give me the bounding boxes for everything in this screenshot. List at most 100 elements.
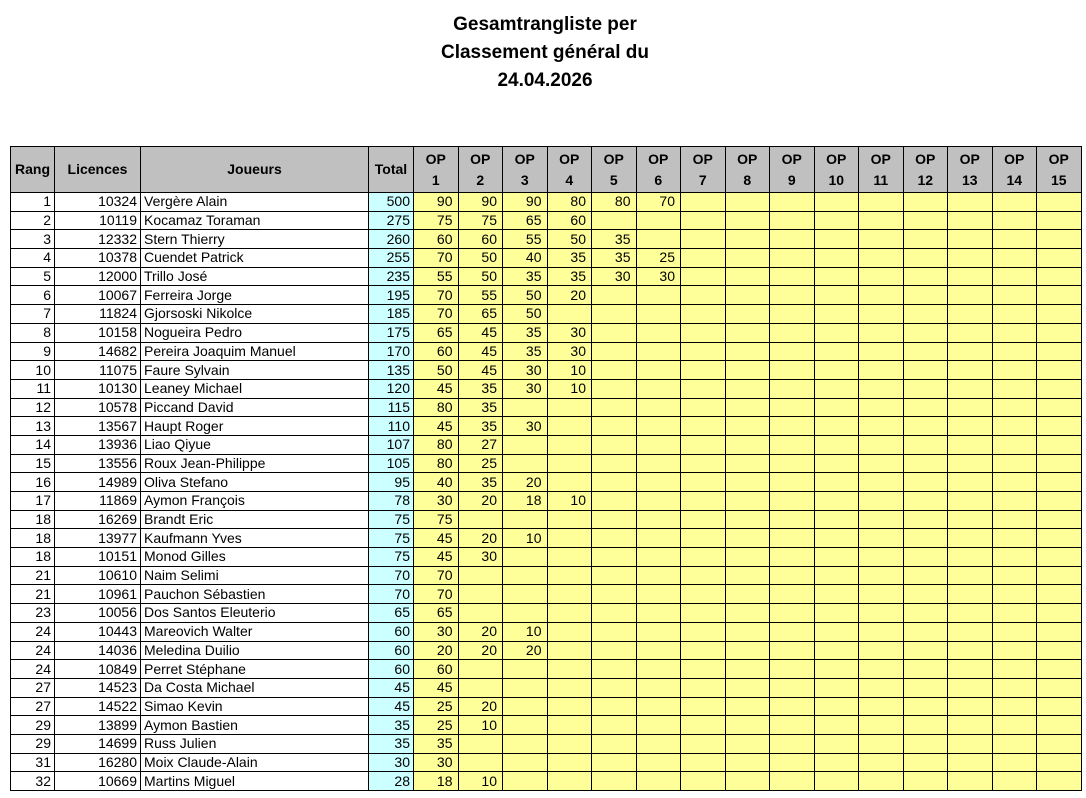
cell-op-8 bbox=[724, 621, 770, 642]
cell-op-12 bbox=[902, 453, 948, 474]
cell-op-6 bbox=[635, 528, 681, 549]
cell-rang: 29 bbox=[10, 733, 55, 754]
table-row: 12 10578 Piccand David 115 80 35 bbox=[10, 397, 1082, 418]
cell-op-6 bbox=[635, 565, 681, 586]
cell-licence: 14699 bbox=[54, 733, 141, 754]
cell-op-11 bbox=[858, 285, 904, 306]
cell-op-6 bbox=[635, 304, 681, 324]
cell-op-10 bbox=[813, 397, 859, 418]
cell-op-4: 30 bbox=[546, 341, 592, 362]
cell-op-7 bbox=[680, 509, 726, 530]
cell-op-12 bbox=[902, 752, 948, 773]
cell-op-4: 10 bbox=[546, 491, 592, 511]
cell-op-9 bbox=[769, 733, 815, 754]
cell-op-3: 35 bbox=[502, 266, 548, 287]
cell-op-12 bbox=[902, 547, 948, 567]
cell-op-9 bbox=[769, 341, 815, 362]
cell-op-12 bbox=[902, 266, 948, 287]
cell-licence: 10961 bbox=[54, 584, 141, 605]
cell-licence: 12000 bbox=[54, 266, 141, 287]
cell-op-9 bbox=[769, 752, 815, 773]
header-total: Total bbox=[368, 146, 414, 193]
cell-op-12 bbox=[902, 640, 948, 661]
cell-joueur: Moix Claude-Alain bbox=[140, 752, 369, 773]
cell-op-3: 20 bbox=[502, 472, 548, 492]
header-op-1: OP 1 bbox=[413, 146, 459, 193]
cell-op-3 bbox=[502, 696, 548, 717]
cell-op-6 bbox=[635, 771, 681, 791]
cell-op-4: 80 bbox=[546, 192, 592, 212]
cell-op-3 bbox=[502, 715, 548, 735]
cell-op-1: 90 bbox=[413, 192, 459, 212]
cell-op-6 bbox=[635, 547, 681, 567]
cell-total: 75 bbox=[368, 547, 414, 567]
cell-op-5 bbox=[591, 210, 637, 231]
cell-op-7 bbox=[680, 266, 726, 287]
table-row: 18 16269 Brandt Eric 75 75 bbox=[10, 509, 1082, 530]
cell-op-11 bbox=[858, 304, 904, 324]
header-op-number: 8 bbox=[743, 171, 752, 188]
cell-op-11 bbox=[858, 229, 904, 250]
cell-op-13 bbox=[947, 584, 993, 605]
cell-op-7 bbox=[680, 416, 726, 436]
cell-op-12 bbox=[902, 603, 948, 623]
table-row: 4 10378 Cuendet Patrick 255 70 50 40 35 35 25 bbox=[10, 248, 1082, 268]
cell-op-14 bbox=[991, 192, 1037, 212]
cell-op-4 bbox=[546, 696, 592, 717]
cell-op-1: 60 bbox=[413, 659, 459, 679]
cell-op-6 bbox=[635, 322, 681, 343]
cell-op-3: 40 bbox=[502, 248, 548, 268]
cell-op-10 bbox=[813, 696, 859, 717]
cell-op-8 bbox=[724, 547, 770, 567]
table-row: 23 10056 Dos Santos Eleuterio 65 65 bbox=[10, 603, 1082, 623]
cell-op-7 bbox=[680, 192, 726, 212]
cell-op-5 bbox=[591, 659, 637, 679]
cell-op-5: 35 bbox=[591, 248, 637, 268]
cell-op-15 bbox=[1036, 640, 1082, 661]
header-op-label: OP bbox=[826, 150, 847, 167]
cell-op-15 bbox=[1036, 565, 1082, 586]
cell-op-6 bbox=[635, 397, 681, 418]
cell-op-11 bbox=[858, 360, 904, 380]
cell-op-3: 30 bbox=[502, 378, 548, 399]
cell-op-14 bbox=[991, 285, 1037, 306]
cell-licence: 10158 bbox=[54, 322, 141, 343]
header-op-12: OP 12 bbox=[902, 146, 948, 193]
cell-op-15 bbox=[1036, 547, 1082, 567]
table-row: 29 14699 Russ Julien 35 35 bbox=[10, 733, 1082, 754]
cell-op-10 bbox=[813, 603, 859, 623]
cell-op-3: 50 bbox=[502, 285, 548, 306]
cell-op-11 bbox=[858, 621, 904, 642]
cell-total: 255 bbox=[368, 248, 414, 268]
cell-op-5 bbox=[591, 304, 637, 324]
cell-op-15 bbox=[1036, 509, 1082, 530]
cell-op-7 bbox=[680, 715, 726, 735]
cell-total: 65 bbox=[368, 603, 414, 623]
cell-op-8 bbox=[724, 491, 770, 511]
cell-op-2: 20 bbox=[457, 621, 503, 642]
cell-op-3: 10 bbox=[502, 621, 548, 642]
cell-op-10 bbox=[813, 565, 859, 586]
table-row: 24 14036 Meledina Duilio 60 20 20 20 bbox=[10, 640, 1082, 661]
cell-op-6: 30 bbox=[635, 266, 681, 287]
header-op-number: 3 bbox=[520, 171, 529, 188]
cell-op-5 bbox=[591, 397, 637, 418]
cell-op-10 bbox=[813, 491, 859, 511]
cell-op-6 bbox=[635, 733, 681, 754]
cell-op-2: 45 bbox=[457, 322, 503, 343]
cell-op-5: 35 bbox=[591, 229, 637, 250]
cell-op-3: 20 bbox=[502, 640, 548, 661]
cell-total: 195 bbox=[368, 285, 414, 306]
header-op-label: OP bbox=[603, 150, 624, 167]
cell-op-10 bbox=[813, 771, 859, 791]
cell-total: 135 bbox=[368, 360, 414, 380]
table-row: 17 11869 Aymon François 78 30 20 18 10 bbox=[10, 491, 1082, 511]
cell-op-1: 70 bbox=[413, 584, 459, 605]
cell-licence: 14682 bbox=[54, 341, 141, 362]
cell-rang: 21 bbox=[10, 565, 55, 586]
cell-total: 75 bbox=[368, 509, 414, 530]
cell-op-14 bbox=[991, 733, 1037, 754]
table-row: 21 10961 Pauchon Sébastien 70 70 bbox=[10, 584, 1082, 605]
table-row: 13 13567 Haupt Roger 110 45 35 30 bbox=[10, 416, 1082, 436]
cell-op-2 bbox=[457, 677, 503, 698]
